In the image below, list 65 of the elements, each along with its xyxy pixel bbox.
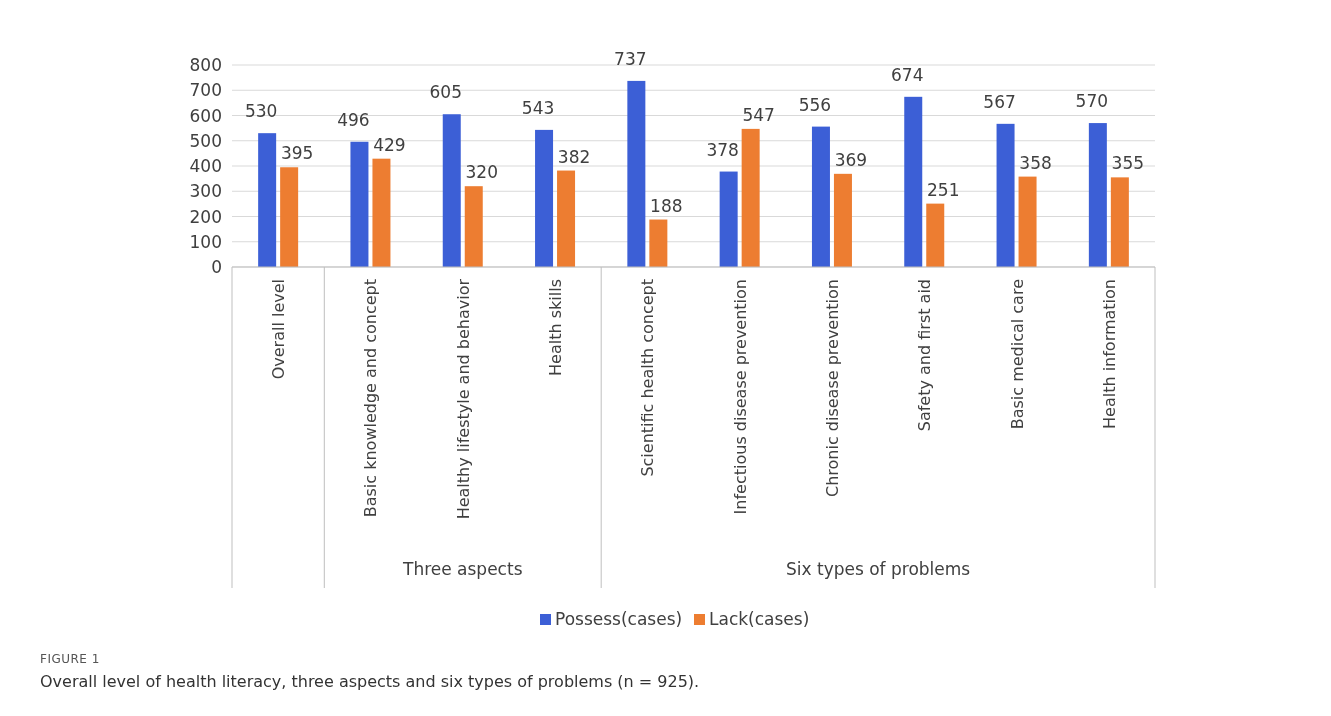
legend-label: Lack(cases)	[709, 609, 810, 629]
x-tick-label: Infectious disease prevention	[730, 279, 750, 515]
data-label: 547	[742, 104, 775, 125]
text: Three aspects	[402, 559, 523, 579]
data-label: 382	[557, 146, 591, 167]
bar	[904, 96, 923, 267]
data-label: 530	[244, 101, 278, 122]
bar	[535, 129, 554, 267]
bar	[350, 141, 369, 267]
data-label: 543	[521, 97, 555, 118]
y-tick-label: 700	[189, 80, 222, 101]
y-tick-label: 300	[189, 181, 222, 202]
data-label: 556	[798, 94, 832, 115]
data-label: 358	[1019, 152, 1052, 173]
y-tick-label: 0	[211, 257, 222, 277]
y-tick-label: 500	[189, 130, 222, 151]
y-tick-label: 600	[189, 105, 222, 126]
text: Six types of problems	[786, 559, 971, 579]
data-label: 496	[337, 109, 370, 130]
data-label: 570	[1075, 91, 1109, 112]
data-label: 355	[1111, 153, 1145, 174]
bar	[926, 203, 945, 267]
bar	[258, 133, 277, 267]
data-label: 674	[891, 64, 924, 85]
bar	[996, 123, 1015, 267]
bar	[1110, 177, 1129, 267]
bar	[557, 170, 576, 267]
data-label: 429	[373, 134, 406, 155]
data-label: 737	[614, 48, 647, 69]
x-tick-label: Health skills	[546, 279, 566, 376]
legend-label: Possess(cases)	[555, 609, 683, 629]
bar	[627, 80, 646, 267]
x-tick-label: Basic medical care	[1007, 279, 1027, 430]
data-label: 188	[650, 195, 683, 216]
caption: FIGURE 1	[40, 652, 100, 666]
x-tick-label: Health information	[1099, 279, 1119, 429]
text: Overall level of health literacy, three aspects and six types of problems (n = 925).	[40, 672, 700, 691]
data-label: 378	[706, 139, 739, 160]
data-label: 605	[429, 82, 462, 103]
data-label: 567	[983, 91, 1016, 112]
y-tick-label: 100	[189, 231, 222, 252]
bar	[719, 171, 738, 267]
bar	[1018, 176, 1037, 267]
data-label: 320	[465, 162, 498, 183]
bar	[464, 186, 483, 267]
x-tick-label: Safety and first aid	[915, 279, 935, 432]
data-label: 251	[927, 179, 960, 200]
bar	[280, 167, 299, 267]
data-label: 395	[280, 143, 314, 164]
data-label: 369	[834, 149, 868, 170]
x-tick-label: Healthy lifestyle and behavior	[453, 278, 473, 520]
bar	[741, 128, 760, 267]
bar	[442, 114, 461, 267]
bar	[1088, 123, 1107, 267]
x-tick-label: Basic knowledge and concept	[361, 279, 381, 518]
y-tick-label: 200	[189, 206, 222, 227]
y-tick-label: 400	[189, 156, 222, 176]
bar	[372, 158, 391, 267]
x-tick-label: Scientific health concept	[638, 279, 658, 477]
x-tick-label: Overall level	[269, 279, 289, 380]
y-tick-label: 800	[189, 55, 222, 75]
bar	[811, 126, 830, 267]
bar	[833, 173, 852, 267]
x-tick-label: Chronic disease prevention	[822, 279, 842, 497]
bar	[649, 219, 668, 267]
